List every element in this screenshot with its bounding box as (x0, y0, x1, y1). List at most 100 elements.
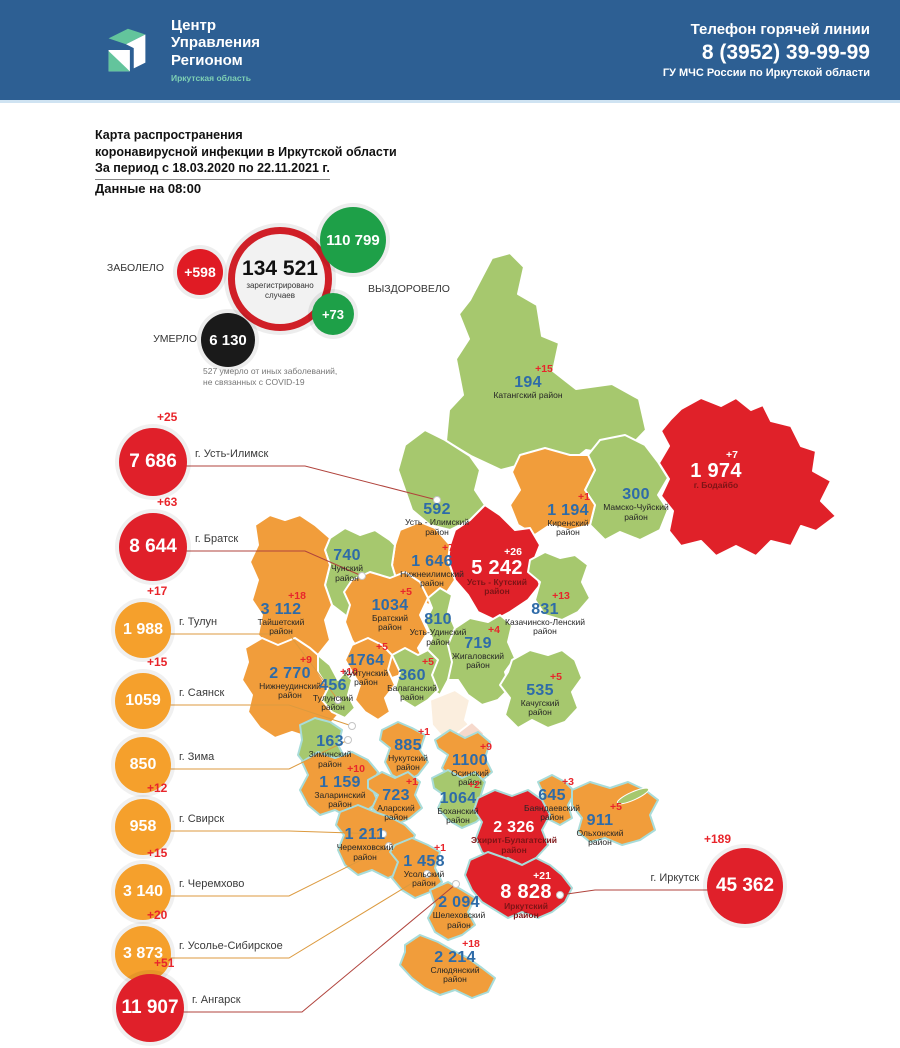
hotline-title: Телефон горячей линии (690, 21, 870, 38)
map-title: Карта распространения коронавирусной инф… (95, 127, 397, 180)
header-bar: Центр Управления Регионом Иркутская обла… (0, 0, 900, 103)
district-name: Нижнеудинский (259, 680, 321, 691)
connector-line-8 (180, 883, 457, 1013)
district-label-kirensky: +1 1 194 Киренский район (547, 492, 590, 538)
district-name: район (443, 974, 467, 985)
district-value: 645 (538, 786, 566, 804)
city-label-9: г. Иркутск (650, 872, 699, 884)
city-map-dot-1 (358, 572, 366, 580)
recovered-label: ВЫЗДОРОВЕЛО (368, 283, 450, 295)
district-name: Мамско-Чуйский (603, 502, 669, 513)
sick-delta-circle: +598 (177, 249, 223, 295)
district-name: район (384, 812, 408, 823)
city-label-0: г. Усть-Илимск (195, 448, 269, 460)
city-circle-5: 958 (115, 799, 171, 855)
district-delta: +18 (288, 589, 306, 602)
district-value: 194 (514, 373, 542, 391)
district-value: 360 (398, 666, 426, 684)
city-circle-1: 8 644 (119, 513, 187, 581)
org-name-line2: Управления (171, 34, 261, 52)
district-value: 2 094 (438, 894, 480, 912)
map-title-line2: коронавирусной инфекции в Иркутской обла… (95, 144, 397, 159)
city-circle-2: 1 988 (115, 602, 171, 658)
connector-line-0 (183, 465, 438, 501)
district-name: район (378, 622, 402, 633)
recovered-circle: 110 799 (320, 207, 386, 273)
city-label-3: г. Саянск (179, 687, 225, 699)
district-label-nizhneilimsky: +7 1 646 Нижнеилимский район (400, 543, 464, 589)
hotline-block: Телефон горячей линии 8 (3952) 39-99-99 … (663, 21, 870, 79)
district-value: 723 (382, 786, 410, 804)
city-map-dot-3 (348, 722, 356, 730)
city-map-dot-9 (556, 891, 564, 899)
city-circle-4: 850 (115, 737, 171, 793)
recovered-delta-circle: +73 (312, 293, 354, 335)
city-map-dot-7 (423, 870, 431, 878)
district-name: район (354, 677, 378, 688)
district-label-ustkutsky: +26 5 242 Усть - Кутский район (467, 547, 527, 597)
district-value: 1 974 (690, 459, 742, 482)
district-name: район (396, 762, 420, 773)
district-delta: +3 (562, 775, 574, 788)
district-delta: +21 (533, 869, 551, 882)
district-label-zhigalovsky: +4 719 Жигаловский район (452, 625, 504, 671)
district-name: Тулунский (312, 692, 354, 703)
district-label-ziminsky: 163 Зиминский район (309, 734, 352, 770)
org-name-line1: Центр (171, 17, 217, 35)
district-delta: +18 (462, 937, 480, 950)
district-label-slyudyansky: +18 2 214 Слюдянский район (430, 939, 479, 985)
district-shape-bodaibo (658, 397, 837, 557)
district-name: Качугский (520, 697, 560, 708)
district-name: район (540, 812, 564, 823)
district-value: 1 194 (547, 501, 589, 519)
district-value: 8 828 (500, 880, 552, 903)
district-label-bratsky: +5 1034 Братский район (372, 587, 412, 633)
district-value: 535 (526, 681, 554, 699)
district-delta: +7 (442, 541, 454, 554)
district-name: район (278, 690, 302, 701)
district-name: Жигаловский (452, 650, 504, 661)
city-delta-2: +17 (147, 584, 168, 598)
district-name: Нукутский (388, 752, 428, 763)
district-value: 3 112 (260, 600, 302, 618)
district-name: район (426, 637, 450, 647)
city-label-6: г. Черемхово (179, 878, 245, 890)
district-delta: +5 (610, 800, 622, 813)
district-name: Казачинско-Ленский (505, 616, 585, 627)
district-value: 1764 (347, 651, 385, 669)
city-map-dot-2 (334, 696, 342, 704)
connector-line-5 (167, 830, 384, 835)
district-name: район (588, 837, 612, 848)
data-as-of-note: Данные на 08:00 (95, 181, 202, 196)
district-name: Иркутский (504, 900, 548, 911)
district-value: 719 (464, 634, 492, 652)
city-delta-1: +63 (157, 495, 178, 509)
map-title-period: За период с 18.03.2020 по 22.11.2021 г. (95, 160, 330, 180)
district-value: 885 (394, 736, 422, 754)
district-shape-alarsky (367, 771, 423, 826)
org-name-line3: Регионом (171, 51, 243, 69)
city-map-dot-0 (433, 496, 441, 504)
district-name: Осинский (451, 767, 489, 778)
city-label-1: г. Братск (195, 533, 239, 545)
district-label-chunsky: 740 Чунский район (331, 548, 363, 584)
district-delta: +7 (726, 448, 738, 461)
district-shape-kazachinsko (527, 551, 591, 621)
district-name: район (466, 660, 490, 671)
district-name: Боханский (437, 805, 479, 816)
district-name: район (484, 586, 510, 597)
city-circle-0: 7 686 (119, 428, 187, 496)
connector-line-9 (559, 889, 711, 896)
district-value: 831 (531, 600, 559, 618)
district-label-cheremkhovsky: 1 211 Черемховский район (337, 827, 393, 863)
district-label-balagansky: +5 360 Балаганский район (387, 657, 437, 703)
city-label-5: г. Свирск (179, 813, 225, 825)
connector-line-6 (167, 845, 390, 897)
district-value: 2 326 (493, 819, 535, 837)
org-region: Иркутская область (171, 72, 251, 83)
district-value: 5 242 (471, 556, 523, 579)
district-shape-shelekhovsky (427, 881, 476, 941)
district-name: Заларинский (314, 789, 366, 800)
cube-logo-icon (108, 28, 146, 72)
